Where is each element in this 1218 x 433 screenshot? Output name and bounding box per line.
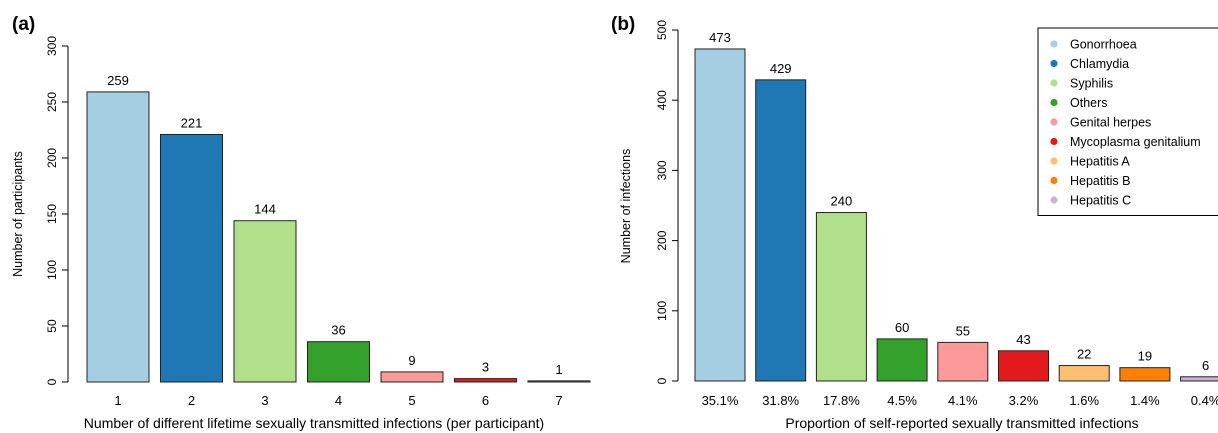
x-tick-label: 0.4% [1191,393,1218,408]
y-tick-label: 300 [45,36,59,56]
x-tick-label: 3.2% [1009,393,1039,408]
bar [755,79,807,382]
legend-label: Hepatitis C [1070,194,1131,208]
legend-box [1037,27,1218,216]
x-tick-label: 6 [482,393,489,408]
panel-label: (b) [611,14,635,35]
y-tick-label: 0 [655,377,669,384]
legend-swatch [1050,157,1058,165]
bar [1119,367,1171,382]
bar [307,341,370,383]
y-tick-label: 500 [655,20,669,40]
legend-label: Chlamydia [1070,57,1129,71]
y-tick-label: 200 [45,148,59,168]
bar [876,338,928,382]
legend-swatch [1050,196,1058,204]
y-tick-label: 250 [45,92,59,112]
x-tick-label: 35.1% [702,393,739,408]
legend-swatch [1050,176,1058,185]
data-label: 144 [254,202,276,217]
legend-swatch [1050,137,1058,146]
data-label: 240 [831,194,853,209]
bar [160,133,223,383]
data-label: 6 [1202,358,1209,373]
y-tick-label: 50 [45,319,59,333]
x-tick-label: 1 [114,393,121,408]
data-label: 3 [482,360,489,375]
bar [694,48,746,382]
y-tick-label: 200 [655,230,669,250]
y-tick-label: 400 [655,90,669,110]
x-tick-label: 4 [335,393,342,408]
x-axis-title: Number of different lifetime sexually tr… [84,415,544,431]
y-tick-label: 0 [45,378,59,385]
y-axis-title: Number of infections [619,149,633,264]
data-label: 22 [1077,347,1091,362]
bar [815,212,867,382]
bar [1058,365,1110,382]
chart-panel-b: (b) 0 100 200 300 400 500 Number of infections 4… [611,14,1218,431]
y-tick-label: 300 [655,160,669,180]
data-label: 259 [107,73,129,88]
data-label: 55 [956,323,970,338]
x-tick-label: 17.8% [823,393,860,408]
x-axis-title: Proportion of self-reported sexually tra… [785,415,1138,431]
y-tick-label: 100 [655,300,669,320]
data-label: 9 [408,353,415,368]
x-tick-label: 4.1% [948,393,978,408]
legend-label: Hepatitis B [1070,174,1130,188]
data-label: 429 [770,61,792,76]
legend-swatch [1050,59,1058,68]
bar [233,220,297,383]
bar [998,350,1049,382]
x-tick-label: 1.6% [1069,393,1099,408]
x-tick-label: 31.8% [762,393,799,408]
legend-swatch [1050,118,1058,126]
x-tick-label: 5 [408,393,415,408]
y-tick-label: 100 [45,260,59,280]
y-tick-label: 150 [45,204,59,224]
x-tick-label: 4.5% [887,393,917,408]
legend-label: Mycoplasma genitalium [1070,135,1201,149]
legend-swatch [1050,98,1058,107]
chart-panel-a: (a) 0 50 100 150 200 250 300 Number of participa… [11,14,591,431]
legend-swatch [1050,40,1058,48]
bar [454,378,517,383]
data-label: 19 [1138,349,1152,364]
data-label: 60 [895,320,909,335]
y-axis-title: Number of participants [11,151,25,277]
bar [86,91,150,383]
data-label: 473 [709,30,731,45]
bar [380,371,444,383]
x-tick-label: 3 [261,393,268,408]
data-label: 221 [181,115,203,130]
x-tick-label: 1.4% [1130,393,1160,408]
bar [1180,376,1218,382]
data-label: 1 [555,362,562,377]
data-label: 36 [331,323,345,338]
panel-label: (a) [12,14,35,35]
x-tick-label: 7 [555,393,562,408]
legend-label: Hepatitis A [1070,155,1130,169]
legend-label: Syphilis [1070,77,1113,91]
bar [937,341,989,382]
legend-label: Genital herpes [1070,116,1151,130]
bar [527,380,591,383]
legend-label: Gonorrhoea [1070,38,1137,52]
x-tick-label: 2 [188,393,195,408]
legend-label: Others [1070,96,1108,110]
data-label: 43 [1016,332,1030,347]
legend-swatch [1050,79,1058,87]
